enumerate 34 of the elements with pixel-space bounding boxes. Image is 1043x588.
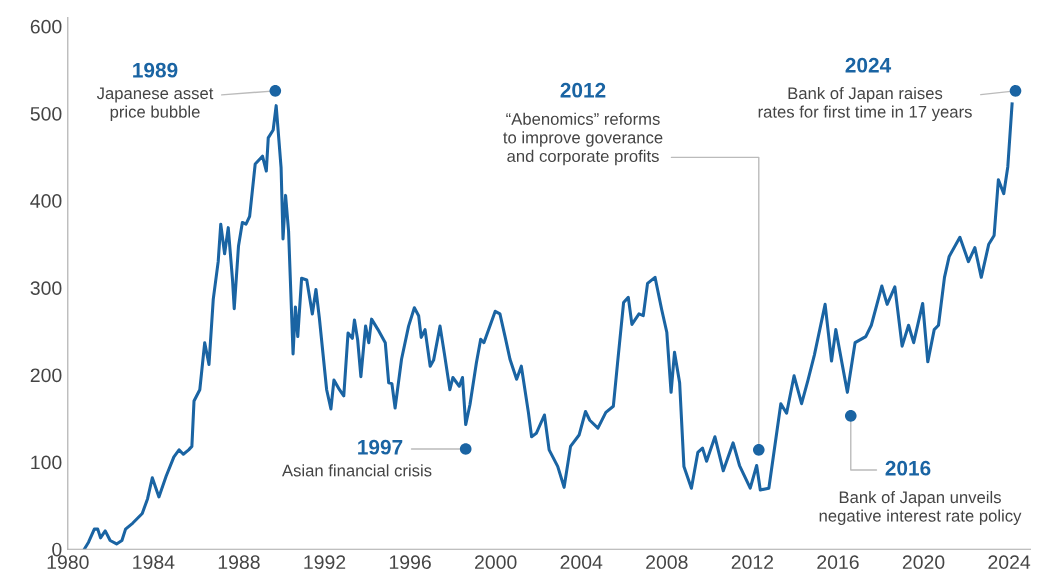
x-tick-label: 2008: [646, 555, 688, 570]
y-tick-label: 400: [30, 194, 62, 208]
x-tick-label: 2016: [817, 555, 859, 570]
annotation: Asian financial crisis: [282, 464, 432, 477]
annotation: 2016: [885, 460, 931, 476]
annotation: 1989: [133, 62, 178, 78]
annotation: 1997: [358, 439, 403, 455]
x-tick-label: 1988: [218, 555, 260, 570]
x-tick-label: 1992: [304, 555, 346, 570]
annotation: Bank of Japan unveils negative interest rate policy: [819, 490, 1022, 526]
x-tick-label: 1980: [47, 555, 89, 570]
point: [752, 444, 765, 456]
point: [269, 85, 282, 97]
annotation: “Abenomics” reforms to improve goverance and corporate profits: [503, 112, 663, 166]
annotation: 2024: [845, 57, 892, 73]
x-tick-label: 1984: [133, 555, 175, 570]
x-tick-label: 2020: [902, 555, 945, 570]
annotation: 2012: [560, 82, 606, 98]
point: [844, 410, 857, 422]
y-tick-label: 600: [30, 19, 62, 34]
x-tick-label: 2012: [731, 555, 774, 570]
annotation: Japanese asset price bubble: [96, 87, 214, 122]
point: [459, 443, 472, 455]
point: [1009, 85, 1022, 97]
y-tick-label: 0: [52, 542, 62, 557]
x-tick-label: 2004: [560, 555, 603, 570]
y-tick-label: 200: [30, 368, 62, 383]
annotation: Bank of Japan raises rates for first time in 17 years: [758, 86, 972, 122]
x-tick-label: 2000: [475, 555, 517, 570]
y-tick-label: 100: [31, 455, 62, 470]
y-tick-label: 500: [30, 106, 62, 121]
y-tick-label: 300: [30, 281, 62, 296]
x-tick-label: 2024: [988, 555, 1031, 570]
x-tick-label: 1996: [389, 555, 431, 570]
